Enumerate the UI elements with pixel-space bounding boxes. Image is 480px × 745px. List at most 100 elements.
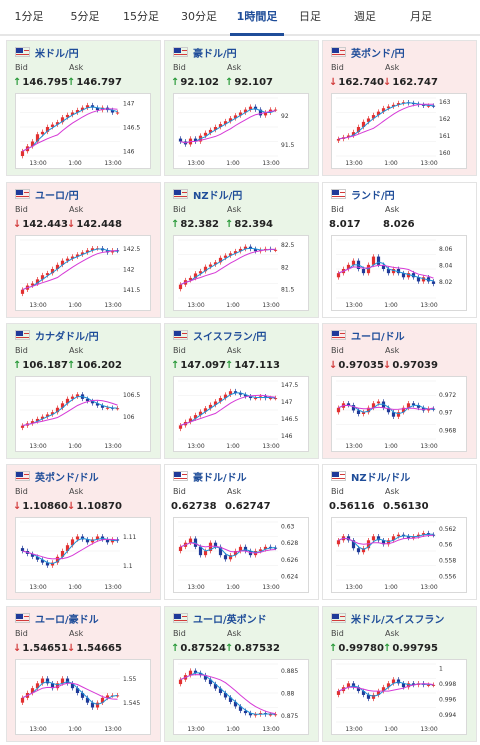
pair-name[interactable]: ユーロ/円 (35, 190, 79, 202)
ask-value-text: 142.448 (76, 219, 122, 230)
x-tick-label: 1:00 (226, 160, 240, 167)
price-chart[interactable]: 0.972 0.97 0.968 13:00 1:00 13:00 (331, 376, 467, 452)
tab-3[interactable]: 15分足 (123, 10, 159, 23)
pair-name[interactable]: 英ポンド/円 (351, 48, 405, 60)
card-header: ユーロ/円 (15, 187, 79, 202)
price-chart[interactable]: 0.562 0.56 0.558 0.556 13:00 1:00 13:00 (331, 517, 467, 593)
y-tick-label: 8.02 (439, 279, 453, 286)
rate-card[interactable]: ユーロ/豪ドル Bid Ask ↓1.54651 ↓1.54665 1.55 1.545 13… (6, 606, 161, 742)
price-chart[interactable]: 106.5 106 13:00 1:00 13:00 (15, 376, 151, 452)
pair-name[interactable]: ユーロ/豪ドル (35, 614, 99, 626)
y-tick-label: 142 (123, 267, 135, 274)
candle (198, 271, 203, 274)
rate-card[interactable]: ユーロ/円 Bid Ask ↓142.443 ↓142.448 142.5 142 141.5… (6, 182, 161, 318)
candle (396, 534, 401, 537)
rate-card[interactable]: 米ドル/スイスフラン Bid Ask ↑0.99780 ↑0.99795 1 0.998 0.… (322, 606, 477, 742)
price-chart[interactable]: 147.5 147 146.5 146 13:00 1:00 13:00 (173, 376, 309, 452)
ma-short-line (180, 392, 276, 426)
candle (35, 556, 40, 560)
bid-label: Bid (15, 629, 28, 638)
candle (45, 127, 50, 132)
candle (60, 403, 65, 408)
price-chart[interactable]: 0.885 0.88 0.875 13:00 1:00 13:00 (173, 659, 309, 735)
rate-card[interactable]: ユーロ/英ポンド Bid Ask ↑0.87524 ↑0.87532 0.885 0.88 0… (164, 606, 319, 742)
candle (336, 138, 341, 141)
price-chart[interactable]: 1.55 1.545 13:00 1:00 13:00 (15, 659, 151, 735)
x-tick-label: 13:00 (262, 726, 279, 733)
tab-2[interactable]: 5分足 (70, 10, 100, 23)
price-chart[interactable]: 92 91.5 13:00 1:00 13:00 (173, 93, 309, 169)
pair-name[interactable]: NZドル/ドル (351, 472, 411, 484)
pair-name[interactable]: 英ポンド/ドル (35, 472, 99, 484)
candle (60, 117, 65, 123)
candle (65, 114, 70, 118)
rate-card[interactable]: 米ドル/円 Bid Ask ↑146.795 ↑146.797 147 146.5 146 13… (6, 40, 161, 176)
candle (351, 683, 356, 688)
tab-7[interactable]: 週足 (354, 10, 376, 23)
tab-8[interactable]: 月足 (410, 10, 432, 23)
tab-5[interactable]: 1時間足 (230, 0, 284, 36)
tab-6[interactable]: 日足 (299, 10, 321, 23)
rate-card[interactable]: NZドル/ドル Bid Ask 0.56116 0.56130 0.562 0.56 0.55… (322, 464, 477, 600)
candle (218, 124, 223, 127)
pair-name[interactable]: ユーロ/ドル (351, 331, 405, 343)
candle (198, 672, 203, 676)
price-chart[interactable]: 1 0.998 0.996 0.994 13:00 1:00 13:00 (331, 659, 467, 735)
eu-gb-flag-icon (173, 613, 188, 623)
price-chart[interactable]: 147 146.5 146 13:00 1:00 13:00 (15, 93, 151, 169)
rate-card[interactable]: ユーロ/ドル Bid Ask ↓0.97035 ↓0.97039 0.972 0.97 0.9… (322, 323, 477, 459)
candle (346, 683, 351, 688)
pair-name[interactable]: ユーロ/英ポンド (193, 614, 267, 626)
candle (371, 403, 376, 408)
price-chart[interactable]: 1.11 1.1 13:00 1:00 13:00 (15, 517, 151, 593)
candle (85, 398, 90, 402)
ask-value: ↑106.202 (67, 360, 122, 371)
tab-4[interactable]: 30分足 (181, 10, 217, 23)
x-tick-label: 1:00 (68, 584, 82, 591)
candle (273, 714, 278, 716)
pair-name[interactable]: 豪ドル/ドル (193, 472, 247, 484)
rate-card[interactable]: 豪ドル/円 Bid Ask ↑92.102 ↑92.107 92 91.5 13:00 1:00… (164, 40, 319, 176)
candle (386, 407, 391, 413)
price-chart[interactable]: 163 162 161 160 13:00 1:00 13:00 (331, 93, 467, 169)
price-chart[interactable]: 142.5 142 141.5 13:00 1:00 13:00 (15, 235, 151, 311)
candle (411, 683, 416, 685)
rate-card[interactable]: カナダドル/円 Bid Ask ↑106.187 ↑106.202 106.5 106 13:… (6, 323, 161, 459)
rate-card[interactable]: NZドル/円 Bid Ask ↑82.382 ↑82.394 82.5 82 81.5 13:0… (164, 182, 319, 318)
ma-long-line (338, 404, 434, 410)
pair-name[interactable]: 豪ドル/円 (193, 48, 237, 60)
ask-value: 0.62747 (225, 501, 271, 512)
y-tick-label: 162 (439, 116, 451, 123)
pair-name[interactable]: カナダドル/円 (35, 331, 99, 343)
rate-card[interactable]: 豪ドル/ドル Bid Ask 0.62738 0.62747 0.63 0.628 0.626… (164, 464, 319, 600)
bid-label: Bid (15, 346, 28, 355)
ask-value-text: 82.394 (234, 219, 273, 230)
tab-1[interactable]: 1分足 (14, 10, 44, 23)
bid-value: ↑82.382 (171, 219, 219, 230)
price-chart[interactable]: 8.06 8.04 8.02 13:00 1:00 13:00 (331, 235, 467, 311)
ask-value-text: 0.99795 (392, 643, 438, 654)
price-chart[interactable]: 82.5 82 81.5 13:00 1:00 13:00 (173, 235, 309, 311)
pair-name[interactable]: 米ドル/スイスフラン (351, 614, 445, 626)
rate-card[interactable]: 英ポンド/円 Bid Ask ↓162.740 ↓162.747 163 162 161 160… (322, 40, 477, 176)
ma-long-line (338, 264, 434, 279)
price-chart[interactable]: 0.63 0.628 0.626 0.624 13:00 1:00 13:00 (173, 517, 309, 593)
x-tick-label: 13:00 (345, 302, 362, 309)
x-tick-label: 13:00 (104, 302, 121, 309)
x-tick-label: 1:00 (68, 160, 82, 167)
candle (45, 414, 50, 417)
rate-card[interactable]: ランド/円 Bid Ask 8.017 8.026 8.06 8.04 8.02 13:00 1:… (322, 182, 477, 318)
pair-name[interactable]: スイスフラン/円 (193, 331, 267, 343)
pair-name[interactable]: ランド/円 (351, 190, 395, 202)
pair-name[interactable]: 米ドル/円 (35, 48, 79, 60)
y-tick-label: 0.558 (439, 558, 456, 565)
y-tick-label: 147.5 (281, 382, 298, 389)
ask-label: Ask (227, 346, 242, 355)
ask-value-text: 0.97039 (392, 360, 438, 371)
candle (258, 713, 263, 715)
rate-card[interactable]: スイスフラン/円 Bid Ask ↑147.097 ↑147.113 147.5 147 14… (164, 323, 319, 459)
rate-card[interactable]: 英ポンド/ドル Bid Ask ↓1.10860 ↓1.10870 1.11 1.1 13:0… (6, 464, 161, 600)
candle (431, 281, 436, 284)
candle (35, 279, 40, 284)
pair-name[interactable]: NZドル/円 (193, 190, 243, 202)
